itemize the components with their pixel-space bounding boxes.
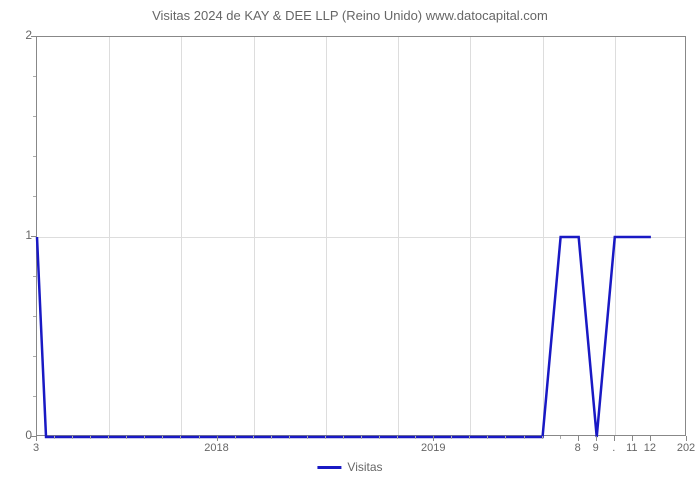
legend-label: Visitas	[347, 460, 382, 474]
chart-legend: Visitas	[317, 460, 382, 474]
y-axis-label: 0	[18, 428, 32, 442]
legend-swatch	[317, 466, 341, 469]
line-series	[37, 37, 687, 437]
x-axis-label: 3	[33, 442, 39, 454]
x-axis-label: 12	[644, 442, 656, 454]
plot-area	[36, 36, 686, 436]
x-axis-label: 2019	[421, 442, 445, 454]
x-axis-label: 8	[575, 442, 581, 454]
x-axis-label: 202	[677, 442, 695, 454]
x-axis-label: .	[612, 442, 615, 454]
chart-title: Visitas 2024 de KAY & DEE LLP (Reino Uni…	[0, 8, 700, 23]
y-axis-label: 2	[18, 28, 32, 42]
y-axis-label: 1	[18, 228, 32, 242]
visits-chart: Visitas 2024 de KAY & DEE LLP (Reino Uni…	[0, 8, 700, 478]
x-axis-label: 11	[626, 442, 637, 454]
x-axis-label: 9	[593, 442, 599, 454]
x-axis-label: 2018	[204, 442, 228, 454]
